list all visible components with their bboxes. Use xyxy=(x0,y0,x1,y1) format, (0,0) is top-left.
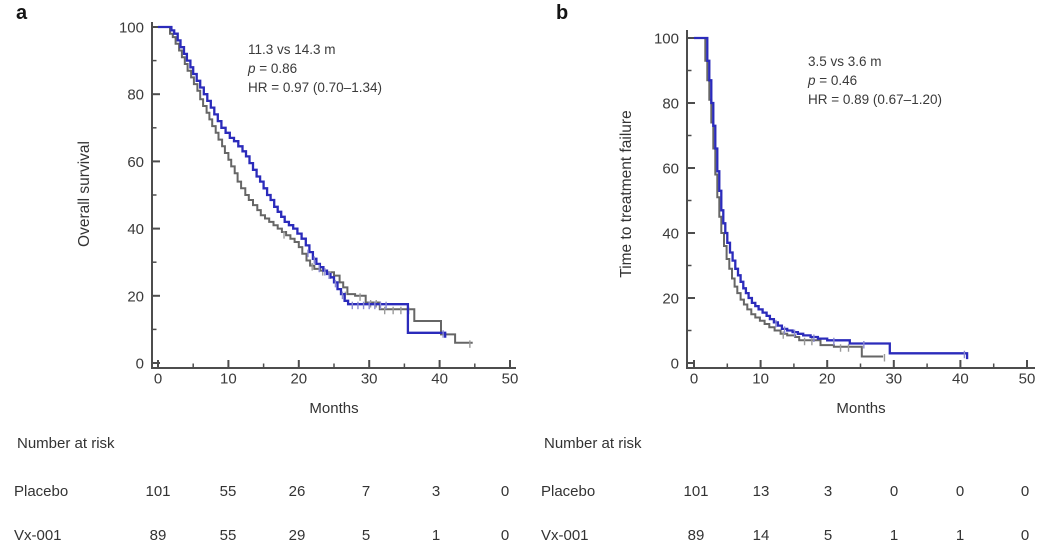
risk-row-vx001: Vx-001 89 55 29 5 1 0 xyxy=(0,527,531,545)
y-tick-label: 20 xyxy=(662,291,679,308)
axes xyxy=(151,22,516,369)
x-tick-label: 0 xyxy=(154,370,162,387)
x-tick-label: 40 xyxy=(952,370,969,387)
risk-row-placebo: Placebo 101 55 26 7 3 0 xyxy=(0,483,531,501)
annotation-pvalue: p = 0.46 xyxy=(807,73,857,88)
x-axis-label: Months xyxy=(309,400,359,417)
x-tick-label: 40 xyxy=(431,370,448,387)
x-axis-label: Months xyxy=(836,400,886,417)
x-tick-label: 30 xyxy=(361,370,378,387)
y-tick-label: 0 xyxy=(671,356,679,373)
km-chart-a: 0 10 20 30 40 50 0 20 40 60 80 100 11.3 vs 14.3 m p =… xyxy=(119,20,519,388)
y-tick-label: 80 xyxy=(127,87,144,104)
km-chart-b: 0 10 20 30 40 50 0 20 40 60 80 100 3.5 vs 3.6 m p = 0… xyxy=(654,30,1036,387)
panel-b: b Time to treatment failure 0 10 20 30 40 50 0… xyxy=(531,0,1062,558)
x-tick-label: 20 xyxy=(290,370,307,387)
annotation-median: 3.5 vs 3.6 m xyxy=(808,54,882,69)
y-tick-label: 40 xyxy=(127,221,144,238)
risk-count: 0 xyxy=(889,483,899,500)
x-tick-label: 10 xyxy=(220,370,237,387)
x-tick-label: 10 xyxy=(752,370,769,387)
y-tick-label: 20 xyxy=(127,288,144,305)
risk-count: 3 xyxy=(431,483,441,500)
risk-table-title: Number at risk xyxy=(17,435,115,452)
panel-a: a Overall survival 0 10 20 30 40 50 0 20 40 60 80 1… xyxy=(0,2,531,545)
x-tick-label: 50 xyxy=(1019,370,1036,387)
y-tick-label: 0 xyxy=(136,356,144,373)
x-tick-label: 30 xyxy=(885,370,902,387)
risk-count: 5 xyxy=(361,527,371,544)
km-curve-vx001 xyxy=(694,36,969,360)
risk-count: 13 xyxy=(752,483,770,500)
panel-letter: b xyxy=(556,2,569,24)
x-tick-label: 20 xyxy=(819,370,836,387)
risk-count: 0 xyxy=(1020,527,1030,544)
annotation-pvalue: p = 0.86 xyxy=(247,61,297,76)
risk-table-title: Number at risk xyxy=(544,435,642,452)
risk-count: 89 xyxy=(687,527,705,544)
risk-count: 1 xyxy=(431,527,441,544)
annotation-hr: HR = 0.89 (0.67–1.20) xyxy=(808,92,942,107)
x-tick-label: 50 xyxy=(502,370,519,387)
axes xyxy=(686,30,1035,369)
y-tick-label: 80 xyxy=(662,96,679,113)
km-curve-vx001 xyxy=(158,25,447,338)
km-curve-placebo xyxy=(158,26,473,344)
risk-count: 7 xyxy=(361,483,371,500)
risk-count: 14 xyxy=(752,527,770,544)
risk-count: 55 xyxy=(219,527,237,544)
risk-count: 101 xyxy=(145,483,171,500)
risk-count: 1 xyxy=(889,527,899,544)
annotation-hr: HR = 0.97 (0.70–1.34) xyxy=(248,80,382,95)
risk-count: 0 xyxy=(500,527,510,544)
y-tick-label: 40 xyxy=(662,226,679,243)
panel-letter: a xyxy=(16,2,28,24)
risk-count: 55 xyxy=(219,483,237,500)
annotation-median: 11.3 vs 14.3 m xyxy=(248,42,336,57)
y-tick-label: 100 xyxy=(119,20,144,37)
risk-count: 101 xyxy=(683,483,709,500)
risk-count: 0 xyxy=(1020,483,1030,500)
risk-count: 1 xyxy=(955,527,965,544)
x-tick-label: 0 xyxy=(690,370,698,387)
risk-count: 26 xyxy=(288,483,306,500)
y-tick-label: 100 xyxy=(654,31,679,48)
risk-row-label: Vx-001 xyxy=(14,527,62,544)
risk-count: 0 xyxy=(955,483,965,500)
risk-count: 5 xyxy=(823,527,833,544)
y-tick-label: 60 xyxy=(127,154,144,171)
risk-row-vx001: Vx-001 89 14 5 1 1 0 xyxy=(531,527,1062,545)
risk-row-label: Placebo xyxy=(541,483,596,500)
risk-row-label: Placebo xyxy=(14,483,69,500)
risk-count: 89 xyxy=(149,527,167,544)
risk-count: 3 xyxy=(823,483,833,500)
risk-count: 29 xyxy=(288,527,306,544)
risk-row-label: Vx-001 xyxy=(541,527,589,544)
risk-count: 0 xyxy=(500,483,510,500)
y-tick-label: 60 xyxy=(662,161,679,178)
risk-row-placebo: Placebo 101 13 3 0 0 0 xyxy=(531,483,1062,501)
